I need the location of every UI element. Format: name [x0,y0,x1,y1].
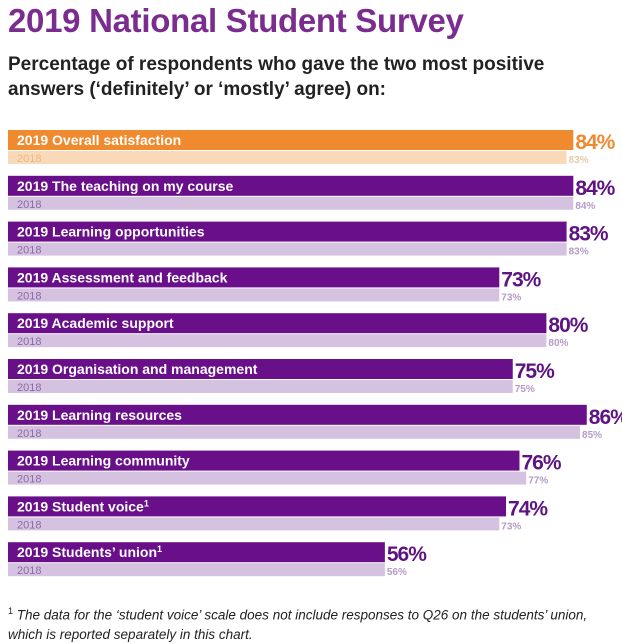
bar-2019 [8,542,385,563]
value-label-2018: 73% [501,292,521,303]
bar-label-2019: 2019 Learning resources [17,407,182,423]
bar-label-2019: 2019 Overall satisfaction [17,132,181,148]
bar-2019 [8,496,507,517]
footnote-marker: 1 [157,544,162,554]
bar-2019 [8,404,587,425]
value-label-2018: 77% [528,476,548,487]
bar-label-2018: 2018 [17,519,41,531]
bar-label-2018: 2018 [17,153,41,165]
bar-2018 [8,288,500,302]
bar-label-2019: 2019 The teaching on my course [17,178,234,194]
bar-label-2019: 2019 Academic support [17,315,174,331]
value-label-2018: 83% [569,247,589,258]
bar-2019 [8,313,547,334]
bar-label-2018: 2018 [17,199,41,211]
value-label-2018: 85% [582,430,602,441]
bar-2019 [8,221,567,242]
bar-label-2018: 2018 [17,428,41,440]
page-title: 2019 National Student Survey [8,2,464,39]
bar-label-2018: 2018 [17,336,41,348]
value-label-2019: 74% [508,497,548,520]
value-label-2018: 84% [575,201,595,212]
value-label-2019: 84% [575,131,615,154]
value-label-2019: 83% [569,223,609,246]
chart-subtitle: Percentage of respondents who gave the t… [8,54,545,100]
bar-2019 [8,267,500,288]
bar-2018 [8,242,567,256]
bar-2019 [8,175,574,196]
footnote-text: The data for the ‘student voice’ scale d… [8,607,588,642]
bar-2018 [8,517,500,531]
footnote-marker: 1 [144,498,149,508]
bar-label-2019: 2019 Assessment and feedback [17,269,228,285]
bar-2018 [8,425,581,439]
bar-label-2019: 2019 Student voice1 [17,498,149,514]
bar-label-2019: 2019 Learning opportunities [17,224,205,240]
value-label-2018: 73% [501,521,521,532]
bar-2018 [8,151,567,164]
value-label-2018: 56% [387,567,407,578]
value-label-2019: 75% [515,360,555,383]
footnote-marker: 1 [8,606,14,616]
bar-2018 [8,196,574,210]
value-label-2019: 86% [589,406,622,429]
bar-2019 [8,130,574,150]
bar-2018 [8,563,385,577]
bar-2018 [8,380,513,393]
bar-label-2018: 2018 [17,290,41,302]
bar-2018 [8,471,527,485]
bar-label-2019: 2019 Students’ union1 [17,544,162,560]
bar-2018 [8,334,547,348]
value-label-2019: 76% [521,452,561,475]
value-label-2018: 80% [548,338,568,349]
bar-label-2018: 2018 [17,245,41,257]
bar-label-2019: 2019 Organisation and management [17,361,258,377]
footnote: 1 The data for the ‘student voice’ scale… [8,602,614,644]
value-label-2019: 73% [501,268,541,291]
value-label-2019: 84% [575,177,615,200]
value-label-2018: 75% [515,384,535,395]
bar-label-2018: 2018 [17,474,41,486]
value-label-2019: 80% [548,314,588,337]
bar-label-2019: 2019 Learning community [17,453,190,469]
bar-2019 [8,359,513,379]
bar-label-2018: 2018 [17,565,41,577]
value-label-2019: 56% [387,543,427,566]
value-label-2018: 83% [569,155,589,166]
bar-2019 [8,450,520,471]
bar-label-2018: 2018 [17,382,41,394]
